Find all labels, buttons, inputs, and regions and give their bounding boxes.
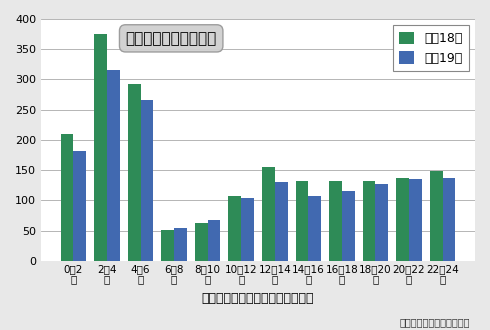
Bar	[275, 182, 288, 261]
Bar	[94, 34, 107, 261]
Legend: 平成18年, 平成19年: 平成18年, 平成19年	[393, 25, 469, 71]
Bar	[396, 178, 409, 261]
Bar	[363, 181, 375, 261]
Bar	[128, 84, 141, 261]
Bar	[375, 183, 388, 261]
Bar	[430, 172, 442, 261]
Bar	[442, 178, 455, 261]
Bar	[342, 191, 355, 261]
Bar	[195, 223, 208, 261]
Bar	[141, 100, 153, 261]
Bar	[161, 230, 174, 261]
Text: （出典　警察庁統計資料）: （出典 警察庁統計資料）	[400, 317, 470, 327]
Bar	[262, 167, 275, 261]
Bar	[107, 70, 120, 261]
Bar	[208, 220, 220, 261]
X-axis label: 侵入強盗の発生時間帯別認知件数: 侵入強盗の発生時間帯別認知件数	[202, 292, 314, 305]
Text: 約４５％が深夜に集中: 約４５％が深夜に集中	[125, 31, 217, 46]
Bar	[228, 196, 241, 261]
Bar	[308, 196, 321, 261]
Bar	[74, 151, 86, 261]
Bar	[241, 198, 254, 261]
Bar	[174, 228, 187, 261]
Bar	[61, 134, 74, 261]
Bar	[409, 179, 422, 261]
Bar	[329, 181, 342, 261]
Bar	[295, 181, 308, 261]
